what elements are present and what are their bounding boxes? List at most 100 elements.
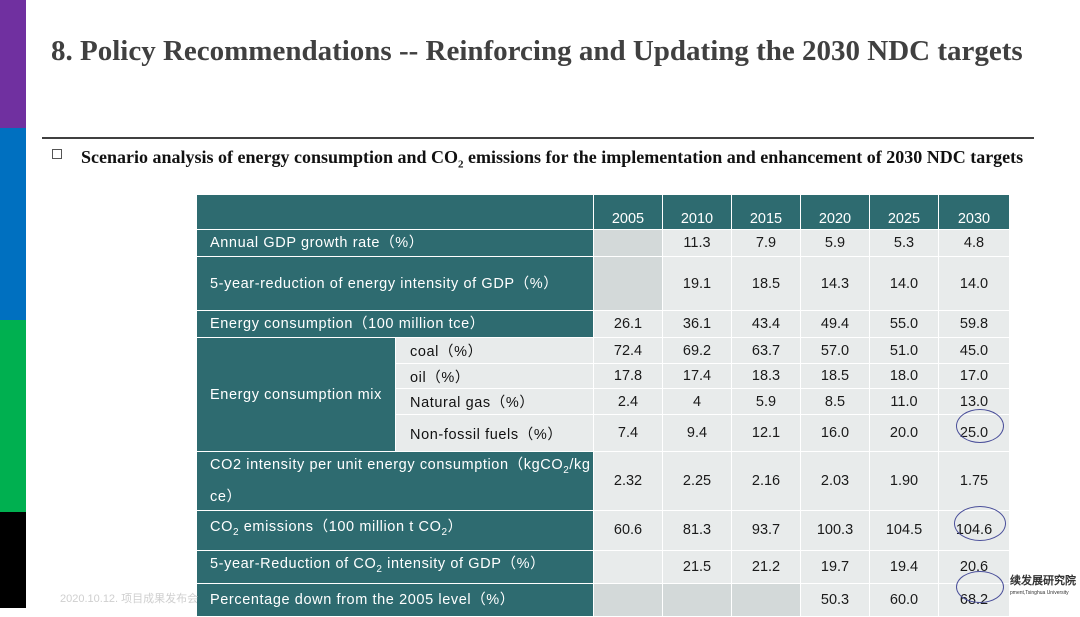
row-label-energy: Energy consumption（100 million tce） xyxy=(196,310,594,338)
row-label-gdp: Annual GDP growth rate（%） xyxy=(196,229,594,257)
table-cell: 45.0 xyxy=(938,337,1010,364)
row-label-oil: oil（%） xyxy=(395,363,594,389)
table-cell: 104.5 xyxy=(869,509,939,551)
table-row-co2-intensity: CO2 intensity per unit energy consumptio… xyxy=(196,451,1010,511)
slide-subtitle: Scenario analysis of energy consumption … xyxy=(81,147,1024,171)
table-cell: 19.7 xyxy=(800,549,870,584)
table-cell: 19.4 xyxy=(869,549,939,584)
row-label-gas: Natural gas（%） xyxy=(395,388,594,415)
year-header: 2030 xyxy=(938,194,1010,230)
table-row-gdp: Annual GDP growth rate（%） 11.3 7.9 5.9 5… xyxy=(196,229,1010,257)
row-label-co2: CO2 emissions（100 million t CO2） xyxy=(196,509,594,551)
table-cell: 14.0 xyxy=(938,256,1010,311)
row-label-percentage: Percentage down from the 2005 level（%） xyxy=(196,582,594,617)
table-cell: 12.1 xyxy=(731,414,801,452)
row-label-co2-reduction: 5-year-Reduction of CO2 intensity of GDP… xyxy=(196,549,594,584)
table-cell: 21.2 xyxy=(731,549,801,584)
table-cell: 2.25 xyxy=(662,451,732,511)
table-cell: 43.4 xyxy=(731,310,801,338)
table-cell: 36.1 xyxy=(662,310,732,338)
table-row-energy: Energy consumption（100 million tce） 26.1… xyxy=(196,310,1010,338)
highlight-circle-co2-2030 xyxy=(954,506,1006,541)
table-cell: 18.5 xyxy=(800,363,870,389)
table-cell: 55.0 xyxy=(869,310,939,338)
table-cell: 4.8 xyxy=(938,229,1010,257)
year-header: 2010 xyxy=(662,194,732,230)
table-cell: 59.8 xyxy=(938,310,1010,338)
table-cell: 60.6 xyxy=(593,509,663,551)
table-cell: 14.0 xyxy=(869,256,939,311)
table-row-co2: CO2 emissions（100 million t CO2） 60.6 81… xyxy=(196,509,1010,551)
highlight-circle-percentage-2030 xyxy=(956,571,1004,603)
accent-stripe-blue xyxy=(0,128,26,320)
title-divider xyxy=(42,137,1034,139)
institute-logo-text: 续发展研究院 pment,Tsinghua University xyxy=(1010,575,1076,596)
table-cell: 51.0 xyxy=(869,337,939,364)
table-row-co2-reduction: 5-year-Reduction of CO2 intensity of GDP… xyxy=(196,549,1010,584)
accent-stripe-black xyxy=(0,512,26,608)
slide-title: 8. Policy Recommendations -- Reinforcing… xyxy=(51,35,1023,67)
table-row-oil: oil（%） 17.8 17.4 18.3 18.5 18.0 17.0 xyxy=(197,363,1010,389)
table-cell: 19.1 xyxy=(662,256,732,311)
highlight-circle-nonfossil-2030 xyxy=(956,409,1004,443)
table-cell: 18.0 xyxy=(869,363,939,389)
year-header: 2005 xyxy=(593,194,663,230)
table-cell: 4 xyxy=(662,388,732,415)
accent-stripe-green xyxy=(0,320,26,512)
table-cell: 11.3 xyxy=(662,229,732,257)
table-cell: 9.4 xyxy=(662,414,732,452)
table-corner-cell xyxy=(196,194,594,230)
table-row-intensity: 5-year-reduction of energy intensity of … xyxy=(196,256,1010,311)
table-cell: 17.4 xyxy=(662,363,732,389)
table-cell: 81.3 xyxy=(662,509,732,551)
row-label-coal: coal（%） xyxy=(395,337,594,364)
square-bullet-icon xyxy=(52,149,62,159)
table-cell: 2.32 xyxy=(593,451,663,511)
table-cell: 69.2 xyxy=(662,337,732,364)
table-cell: 49.4 xyxy=(800,310,870,338)
table-cell xyxy=(593,229,663,257)
table-row-nonfossil: Non-fossil fuels（%） 7.4 9.4 12.1 16.0 20… xyxy=(197,414,1010,452)
table-cell: 26.1 xyxy=(593,310,663,338)
table-cell: 1.75 xyxy=(938,451,1010,511)
table-cell xyxy=(593,549,663,584)
table-cell: 1.90 xyxy=(869,451,939,511)
table-cell: 16.0 xyxy=(800,414,870,452)
table-cell: 7.4 xyxy=(593,414,663,452)
table-cell: 17.8 xyxy=(593,363,663,389)
table-cell xyxy=(731,582,801,617)
table-cell: 63.7 xyxy=(731,337,801,364)
table-cell: 7.9 xyxy=(731,229,801,257)
table-cell: 18.5 xyxy=(731,256,801,311)
table-row-coal: Energy consumption mix coal（%） 72.4 69.2… xyxy=(196,337,1010,452)
table-header-row: 2005 2010 2015 2020 2025 2030 xyxy=(196,194,1010,230)
row-label-co2-intensity: CO2 intensity per unit energy consumptio… xyxy=(196,451,594,511)
table-cell: 5.9 xyxy=(800,229,870,257)
row-label-intensity: 5-year-reduction of energy intensity of … xyxy=(196,256,594,311)
table-cell: 18.3 xyxy=(731,363,801,389)
table-cell xyxy=(593,582,663,617)
table-cell: 17.0 xyxy=(938,363,1010,389)
year-header: 2015 xyxy=(731,194,801,230)
table-cell: 20.0 xyxy=(869,414,939,452)
table-row-percentage: Percentage down from the 2005 level（%） 5… xyxy=(196,582,1010,617)
table-cell: 100.3 xyxy=(800,509,870,551)
table-cell: 2.03 xyxy=(800,451,870,511)
table-cell xyxy=(593,256,663,311)
row-label-nonfossil: Non-fossil fuels（%） xyxy=(395,414,594,452)
table-cell: 2.4 xyxy=(593,388,663,415)
table-cell: 50.3 xyxy=(800,582,870,617)
year-header: 2020 xyxy=(800,194,870,230)
table-cell: 11.0 xyxy=(869,388,939,415)
table-cell: 14.3 xyxy=(800,256,870,311)
row-label-mix: Energy consumption mix xyxy=(196,337,396,452)
scenario-table: 2005 2010 2015 2020 2025 2030 Annual GDP… xyxy=(196,194,1010,617)
table-cell: 2.16 xyxy=(731,451,801,511)
table-cell: 57.0 xyxy=(800,337,870,364)
table-cell xyxy=(662,582,732,617)
table-cell: 21.5 xyxy=(662,549,732,584)
table-cell: 5.9 xyxy=(731,388,801,415)
footer-date: 2020.10.12. 项目成果发布会 xyxy=(60,593,199,605)
accent-stripe-purple xyxy=(0,0,26,128)
table-cell: 8.5 xyxy=(800,388,870,415)
